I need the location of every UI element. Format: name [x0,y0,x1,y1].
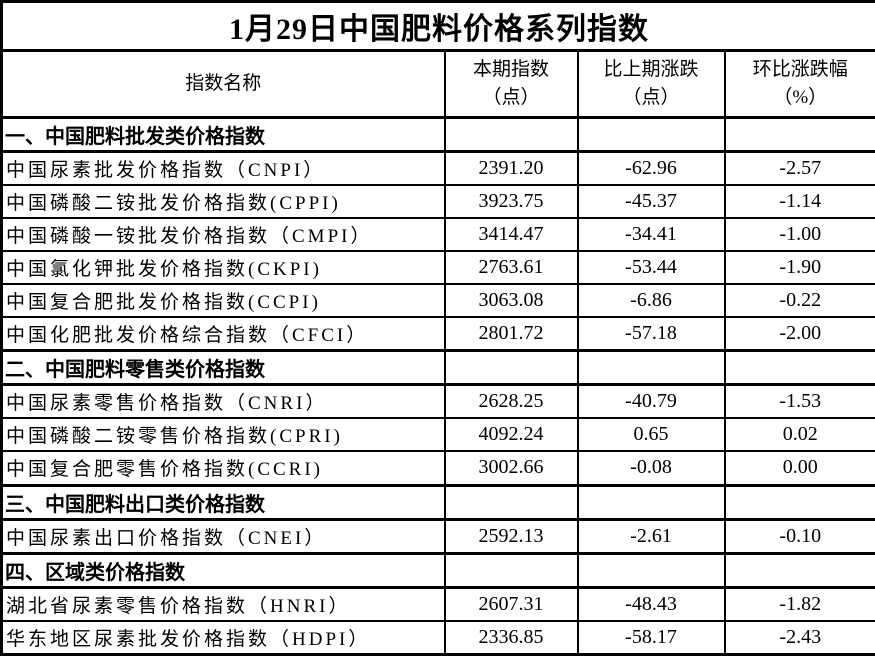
current-index-cell: 2607.31 [443,586,579,622]
column-header-line1: 环比涨跌幅 [752,59,848,81]
section-title: 三、中国肥料出口类价格指数 [0,483,446,521]
current-index-cell: 4092.24 [443,417,579,453]
change-cell: -6.86 [576,283,726,319]
section-row-retail: 二、中国肥料零售类价格指数 [0,349,875,387]
column-header-line2: （点） [482,86,540,108]
section-row-wholesale: 一、中国肥料批发类价格指数 [0,115,875,153]
pct-change-cell: -2.00 [723,316,875,352]
column-header-line1: 本期指数 [472,59,549,81]
pct-change-cell: -1.00 [723,216,875,253]
change-cell: -45.37 [576,183,726,219]
pct-change-cell [723,551,875,589]
table-row-ckpi: 中国氯化钾批发价格指数(CKPI) 2763.61 -53.44 -1.90 [0,249,875,286]
table-row-cppi: 中国磷酸二铵批发价格指数(CPPI) 3923.75 -45.37 -1.14 [0,183,875,219]
column-header-line2: （点） [622,86,680,108]
index-name-cell: 中国化肥批发价格综合指数（CFCI） [0,316,446,352]
table-title-row: 1月29日中国肥料价格系列指数 [0,0,875,52]
section-title: 一、中国肥料批发类价格指数 [0,115,446,153]
current-index-cell [443,115,579,153]
section-row-export: 三、中国肥料出口类价格指数 [0,483,875,521]
index-name-cell: 中国复合肥批发价格指数(CCPI) [0,283,446,319]
page-title: 1月29日中国肥料价格系列指数 [0,0,875,52]
index-name-cell: 中国磷酸一铵批发价格指数（CMPI） [0,216,446,253]
current-index-cell: 3002.66 [443,450,579,487]
current-index-cell: 2628.25 [443,383,579,420]
pct-change-cell: -1.82 [723,586,875,622]
change-cell: -57.18 [576,316,726,352]
pct-change-cell [723,115,875,153]
table-row-cpri: 中国磷酸二铵零售价格指数(CPRI) 4092.24 0.65 0.02 [0,417,875,453]
index-name-cell: 中国复合肥零售价格指数(CCRI) [0,450,446,487]
index-name-cell: 中国磷酸二铵批发价格指数(CPPI) [0,183,446,219]
table-header-row: 指数名称 本期指数 （点） 比上期涨跌 （点） 环比涨跌幅 （%） [0,49,875,119]
change-cell [576,551,726,589]
table-row-hdpi: 华东地区尿素批发价格指数（HDPI） 2336.85 -58.17 -2.43 [0,619,875,656]
index-name-cell: 中国尿素批发价格指数（CNPI） [0,150,446,186]
pct-change-cell: -1.53 [723,383,875,420]
section-title: 二、中国肥料零售类价格指数 [0,349,446,387]
index-name-cell: 华东地区尿素批发价格指数（HDPI） [0,619,446,656]
column-header-line1: 比上期涨跌 [603,59,699,81]
table-row-cnri: 中国尿素零售价格指数（CNRI） 2628.25 -40.79 -1.53 [0,383,875,420]
pct-change-cell: -2.43 [723,619,875,656]
table-row-cmpi: 中国磷酸一铵批发价格指数（CMPI） 3414.47 -34.41 -1.00 [0,216,875,253]
change-cell [576,349,726,387]
change-cell [576,483,726,521]
pct-change-cell: -0.10 [723,518,875,555]
change-cell: -0.08 [576,450,726,487]
change-cell: -53.44 [576,249,726,286]
table-row-cnpi: 中国尿素批发价格指数（CNPI） 2391.20 -62.96 -2.57 [0,150,875,186]
change-cell: -2.61 [576,518,726,555]
pct-change-cell: -0.22 [723,283,875,319]
current-index-cell [443,483,579,521]
current-index-cell: 3063.08 [443,283,579,319]
change-cell: -48.43 [576,586,726,622]
index-name-cell: 中国尿素零售价格指数（CNRI） [0,383,446,420]
current-index-cell: 2592.13 [443,518,579,555]
index-name-cell: 湖北省尿素零售价格指数（HNRI） [0,586,446,622]
column-header-current-index: 本期指数 （点） [443,49,579,119]
section-row-regional: 四、区域类价格指数 [0,551,875,589]
pct-change-cell: -1.90 [723,249,875,286]
pct-change-cell [723,483,875,521]
current-index-cell: 2391.20 [443,150,579,186]
pct-change-cell: 0.02 [723,417,875,453]
column-header-index-name: 指数名称 [0,49,446,119]
pct-change-cell: -2.57 [723,150,875,186]
table-row-cfci: 中国化肥批发价格综合指数（CFCI） 2801.72 -57.18 -2.00 [0,316,875,352]
column-header-change-points: 比上期涨跌 （点） [576,49,726,119]
pct-change-cell: -1.14 [723,183,875,219]
current-index-cell: 2763.61 [443,249,579,286]
current-index-cell: 2801.72 [443,316,579,352]
table-row-ccpi: 中国复合肥批发价格指数(CCPI) 3063.08 -6.86 -0.22 [0,283,875,319]
change-cell: -34.41 [576,216,726,253]
index-name-cell: 中国尿素出口价格指数（CNEI） [0,518,446,555]
current-index-cell [443,551,579,589]
change-cell: -62.96 [576,150,726,186]
current-index-cell: 2336.85 [443,619,579,656]
change-cell: 0.65 [576,417,726,453]
index-name-cell: 中国磷酸二铵零售价格指数(CPRI) [0,417,446,453]
current-index-cell [443,349,579,387]
index-name-cell: 中国氯化钾批发价格指数(CKPI) [0,249,446,286]
table-row-cnei: 中国尿素出口价格指数（CNEI） 2592.13 -2.61 -0.10 [0,518,875,555]
change-cell: -58.17 [576,619,726,656]
section-title: 四、区域类价格指数 [0,551,446,589]
change-cell: -40.79 [576,383,726,420]
current-index-cell: 3414.47 [443,216,579,253]
pct-change-cell: 0.00 [723,450,875,487]
table-row-hnri: 湖北省尿素零售价格指数（HNRI） 2607.31 -48.43 -1.82 [0,586,875,622]
table-row-ccri: 中国复合肥零售价格指数(CCRI) 3002.66 -0.08 0.00 [0,450,875,487]
change-cell [576,115,726,153]
pct-change-cell [723,349,875,387]
column-header-change-percent: 环比涨跌幅 （%） [723,49,875,119]
current-index-cell: 3923.75 [443,183,579,219]
column-header-line2: （%） [773,86,828,108]
